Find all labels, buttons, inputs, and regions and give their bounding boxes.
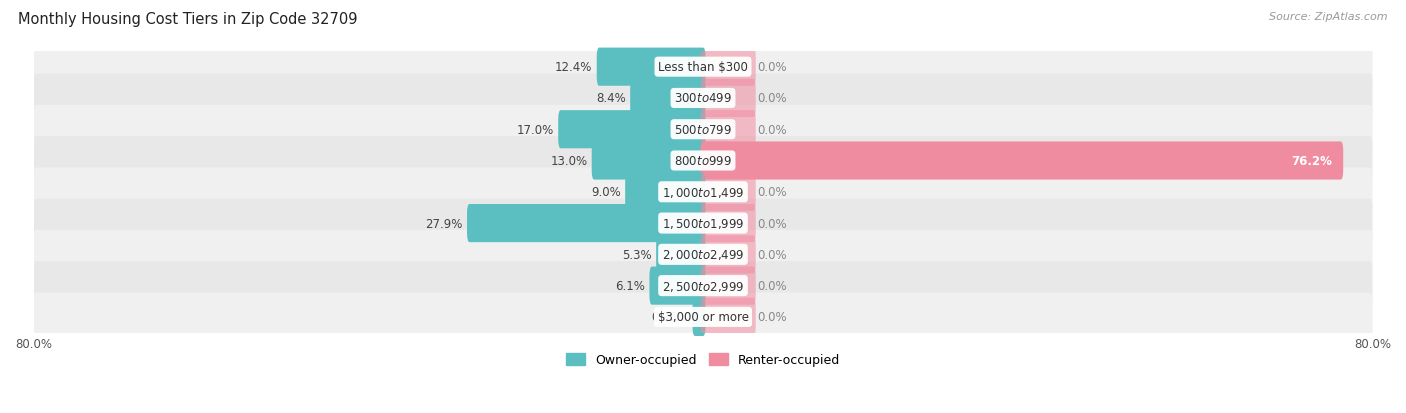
FancyBboxPatch shape	[558, 111, 706, 149]
FancyBboxPatch shape	[700, 236, 755, 274]
Text: Monthly Housing Cost Tiers in Zip Code 32709: Monthly Housing Cost Tiers in Zip Code 3…	[18, 12, 357, 27]
FancyBboxPatch shape	[650, 267, 706, 305]
Text: 76.2%: 76.2%	[1292, 154, 1333, 168]
Text: $300 to $499: $300 to $499	[673, 92, 733, 105]
Text: 0.95%: 0.95%	[651, 311, 689, 324]
FancyBboxPatch shape	[700, 173, 755, 211]
Text: 17.0%: 17.0%	[517, 123, 554, 136]
Text: Less than $300: Less than $300	[658, 61, 748, 74]
Text: 8.4%: 8.4%	[596, 92, 626, 105]
FancyBboxPatch shape	[34, 293, 1372, 342]
Text: 12.4%: 12.4%	[555, 61, 592, 74]
Text: $800 to $999: $800 to $999	[673, 154, 733, 168]
FancyBboxPatch shape	[700, 80, 755, 118]
FancyBboxPatch shape	[592, 142, 706, 180]
FancyBboxPatch shape	[700, 142, 1343, 180]
Text: 9.0%: 9.0%	[592, 186, 621, 199]
FancyBboxPatch shape	[693, 298, 706, 336]
FancyBboxPatch shape	[34, 106, 1372, 154]
FancyBboxPatch shape	[700, 111, 755, 149]
Text: 0.0%: 0.0%	[758, 123, 787, 136]
FancyBboxPatch shape	[630, 80, 706, 118]
FancyBboxPatch shape	[700, 204, 755, 242]
FancyBboxPatch shape	[700, 48, 755, 87]
Text: Source: ZipAtlas.com: Source: ZipAtlas.com	[1270, 12, 1388, 22]
FancyBboxPatch shape	[34, 261, 1372, 310]
Text: $3,000 or more: $3,000 or more	[658, 311, 748, 324]
Text: 0.0%: 0.0%	[758, 186, 787, 199]
FancyBboxPatch shape	[467, 204, 706, 242]
Text: $1,000 to $1,499: $1,000 to $1,499	[662, 185, 744, 199]
FancyBboxPatch shape	[34, 168, 1372, 217]
FancyBboxPatch shape	[657, 236, 706, 274]
Text: 0.0%: 0.0%	[758, 217, 787, 230]
FancyBboxPatch shape	[34, 199, 1372, 248]
FancyBboxPatch shape	[626, 173, 706, 211]
Legend: Owner-occupied, Renter-occupied: Owner-occupied, Renter-occupied	[561, 349, 845, 371]
Text: 0.0%: 0.0%	[758, 280, 787, 292]
Text: $2,000 to $2,499: $2,000 to $2,499	[662, 248, 744, 262]
Text: 13.0%: 13.0%	[550, 154, 588, 168]
FancyBboxPatch shape	[34, 74, 1372, 123]
Text: $2,500 to $2,999: $2,500 to $2,999	[662, 279, 744, 293]
Text: 27.9%: 27.9%	[426, 217, 463, 230]
Text: 5.3%: 5.3%	[623, 248, 652, 261]
FancyBboxPatch shape	[34, 43, 1372, 92]
Text: $1,500 to $1,999: $1,500 to $1,999	[662, 216, 744, 230]
FancyBboxPatch shape	[34, 137, 1372, 185]
Text: 0.0%: 0.0%	[758, 311, 787, 324]
FancyBboxPatch shape	[596, 48, 706, 87]
Text: $500 to $799: $500 to $799	[673, 123, 733, 136]
Text: 0.0%: 0.0%	[758, 248, 787, 261]
Text: 0.0%: 0.0%	[758, 92, 787, 105]
Text: 6.1%: 6.1%	[616, 280, 645, 292]
FancyBboxPatch shape	[700, 267, 755, 305]
FancyBboxPatch shape	[700, 298, 755, 336]
Text: 0.0%: 0.0%	[758, 61, 787, 74]
FancyBboxPatch shape	[34, 230, 1372, 279]
